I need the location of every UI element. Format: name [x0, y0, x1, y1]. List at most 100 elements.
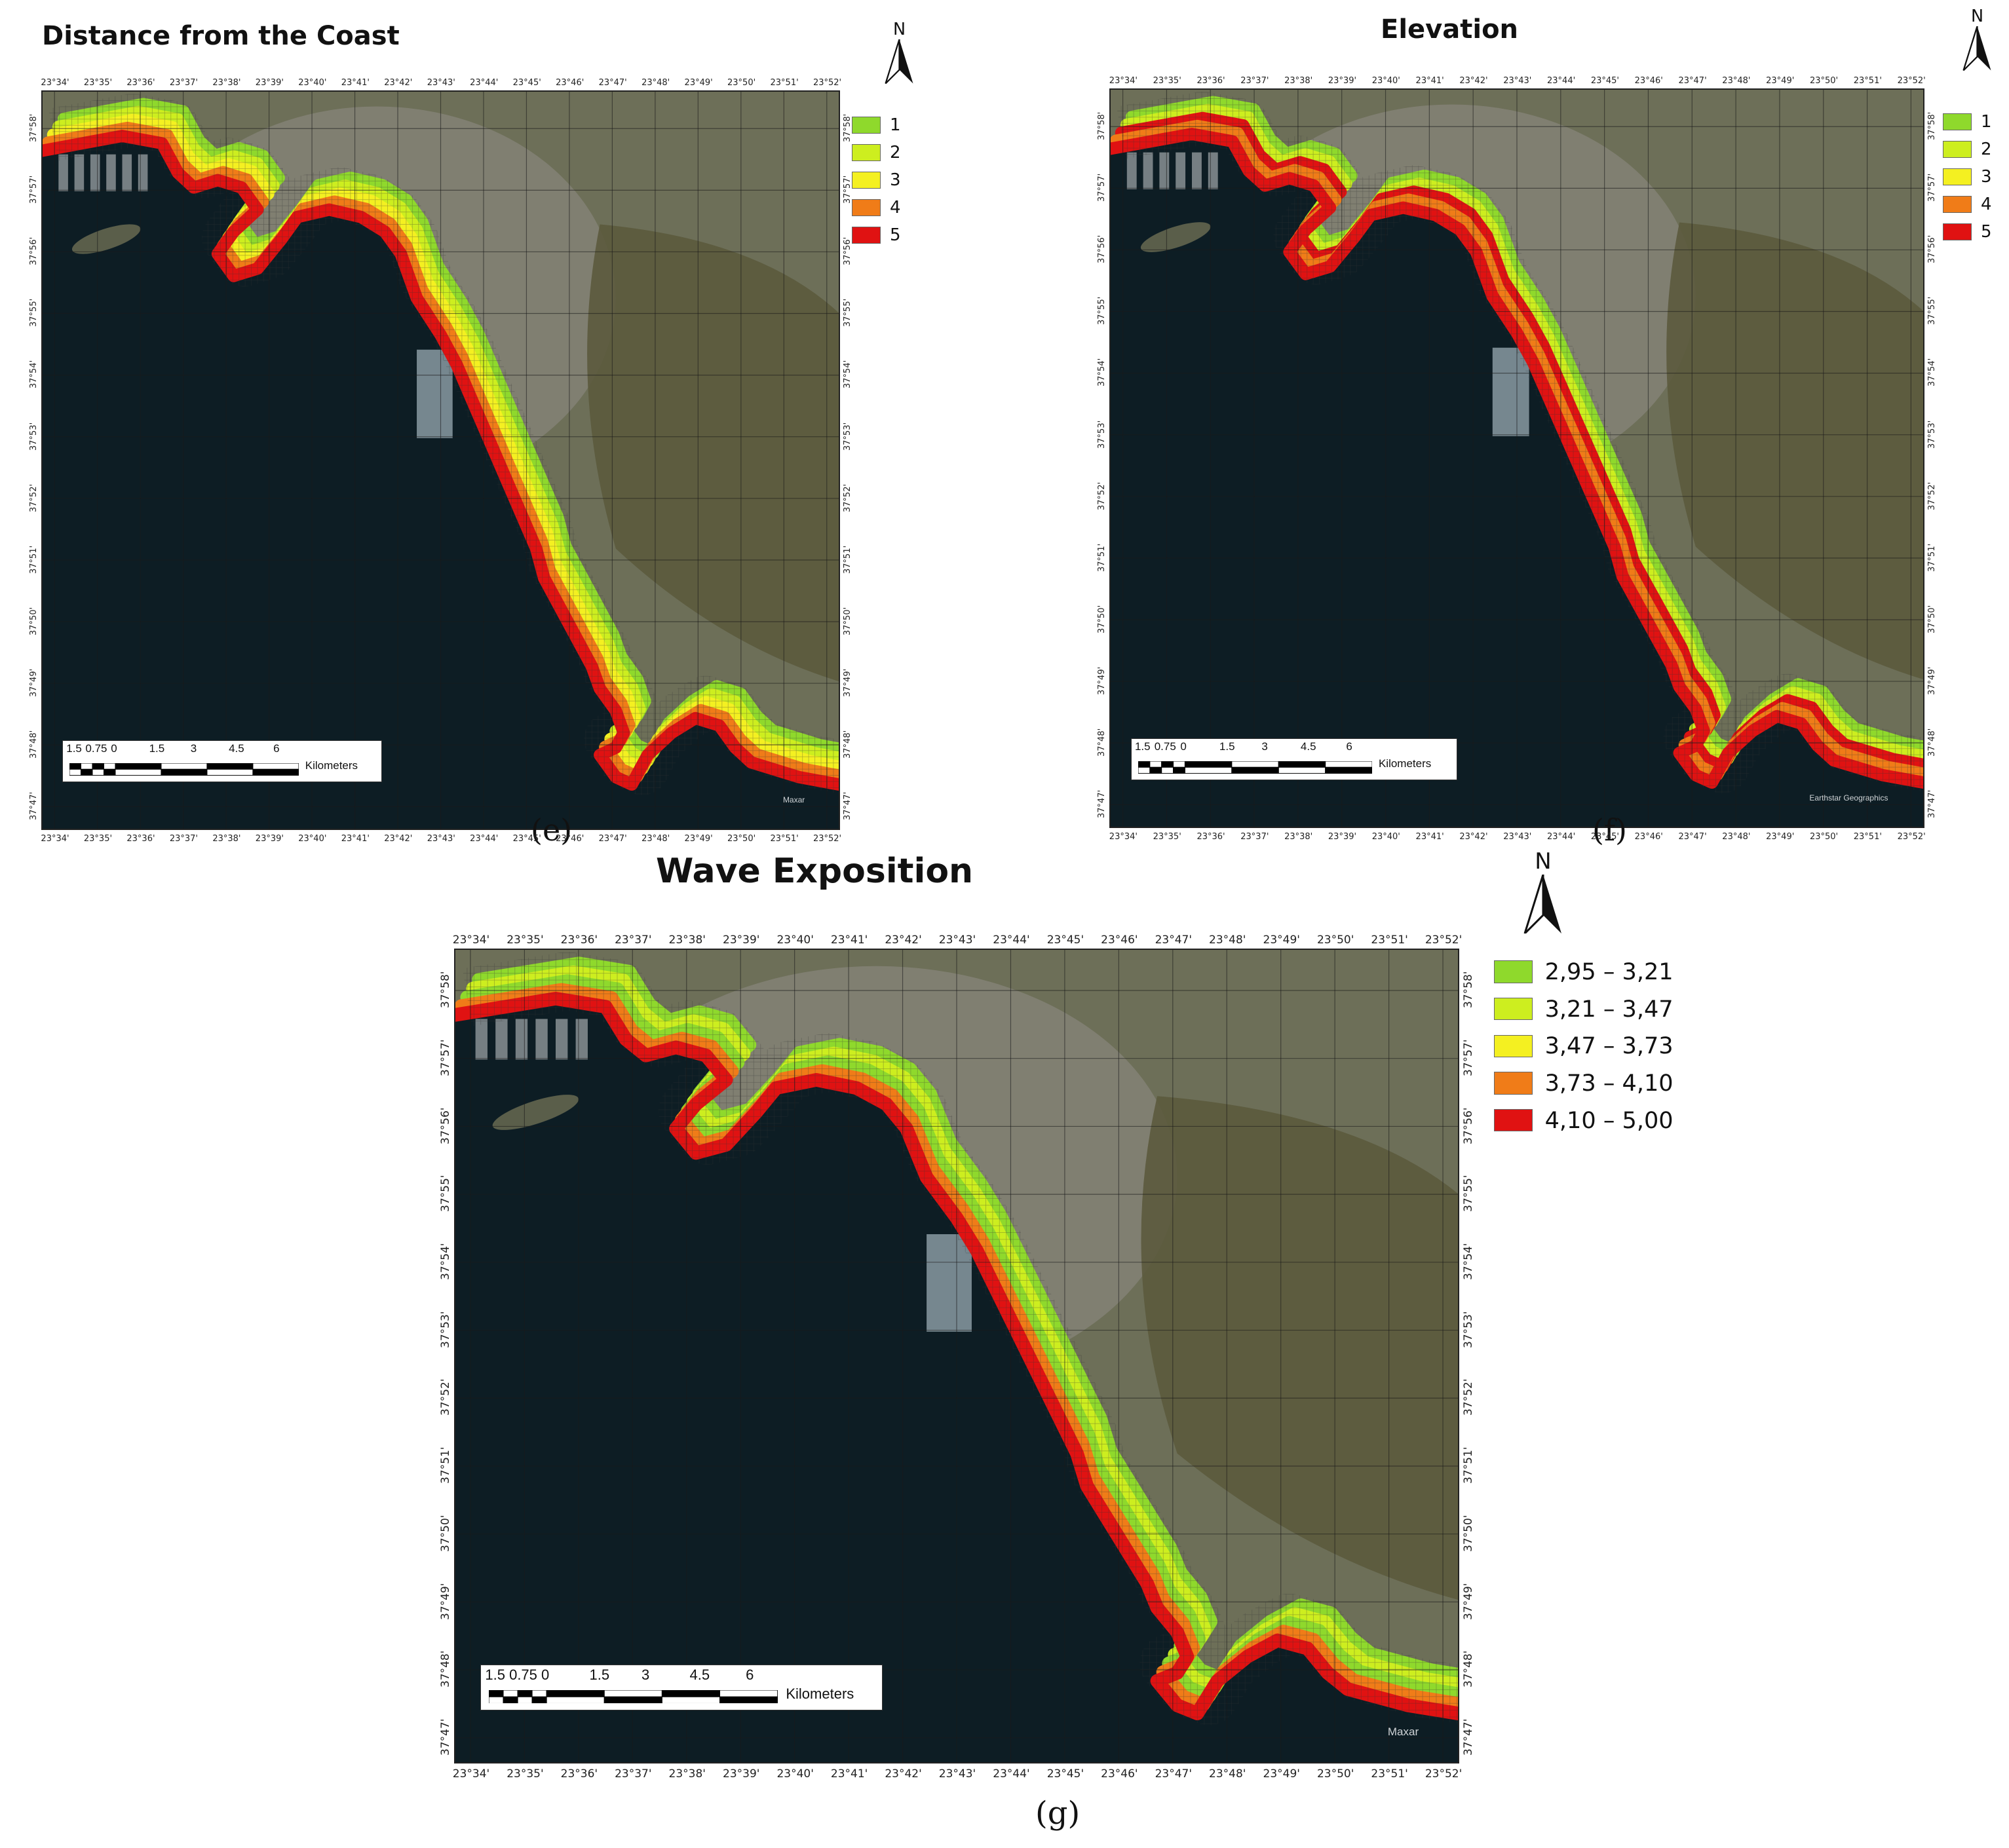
legend-item: 5 [1943, 218, 1992, 246]
panel-caption: (f) [1592, 812, 1627, 848]
lat-tick-label: 37°51' [439, 1446, 452, 1484]
north-label: N [1970, 7, 1984, 26]
lon-tick-label: 23°47' [1155, 1767, 1193, 1781]
lat-tick-label: 37°48' [439, 1650, 452, 1688]
lon-tick-label: 23°50' [1316, 933, 1354, 947]
legend-item: 2 [1943, 136, 1992, 163]
lon-tick-label: 23°43' [938, 933, 976, 947]
port-pier [475, 1019, 488, 1060]
imagery-credit: Earthstar Geographics [1809, 793, 1888, 803]
lat-tick-label: 37°47' [29, 791, 39, 821]
imagery-patch [927, 1234, 972, 1332]
lat-tick-label: 37°49' [29, 668, 39, 697]
lat-tick-label: 37°51' [843, 545, 852, 574]
lat-tick-label: 37°52' [843, 483, 852, 512]
lat-tick-label: 37°51' [1927, 543, 1937, 572]
lon-tick-label: 23°50' [1809, 76, 1839, 86]
lat-tick-label: 37°55' [1097, 297, 1107, 326]
lat-tick-label: 37°55' [1927, 297, 1937, 326]
north-arrow-icon [1962, 26, 1991, 71]
lon-tick-label: 23°37' [615, 1767, 652, 1781]
hills-area [1141, 1096, 1458, 1600]
scale-number: 4.5 [689, 1667, 710, 1684]
port-pier [106, 154, 116, 191]
scale-number: 0 [1180, 740, 1187, 753]
lon-tick-label: 23°50' [727, 78, 756, 88]
lat-tick-label: 37°51' [29, 545, 39, 574]
lat-tick-label: 37°53' [439, 1311, 452, 1348]
lon-tick-label: 23°41' [1415, 832, 1444, 842]
lon-tick-label: 23°42' [384, 834, 413, 844]
port-pier [74, 154, 85, 191]
lon-tick-label: 23°38' [212, 834, 241, 844]
lat-tick-label: 37°56' [843, 237, 852, 266]
lat-tick-label: 37°50' [1462, 1515, 1475, 1552]
scale-number: 1.5 [149, 742, 165, 755]
scale-bar-graphic [69, 763, 299, 776]
grid-cells-overlay [462, 951, 1458, 1725]
lat-tick-label: 37°52' [29, 483, 39, 512]
map-legend: 2,95 – 3,21 3,21 – 3,47 3,47 – 3,73 3,73 – … [1494, 953, 1674, 1139]
legend-label: 1 [1981, 112, 1992, 132]
lat-tick-label: 37°56' [1097, 235, 1107, 264]
lon-tick-label: 23°39' [723, 933, 760, 947]
port-pier [1192, 152, 1202, 189]
lon-tick-label: 23°36' [1196, 76, 1225, 86]
lat-tick-label: 37°55' [29, 299, 39, 328]
lon-tick-label: 23°45' [512, 834, 541, 844]
lat-tick-label: 37°56' [439, 1107, 452, 1144]
lat-tick-label: 37°47' [1462, 1718, 1475, 1756]
lat-tick-label: 37°57' [1462, 1039, 1475, 1076]
lon-tick-label: 23°37' [169, 834, 199, 844]
lon-tick-label: 23°45' [512, 78, 541, 88]
lon-tick-label: 23°34' [41, 78, 69, 88]
north-label: N [892, 20, 906, 39]
legend-swatch [852, 227, 881, 244]
legend-swatch [852, 117, 881, 134]
lat-tick-label: 37°55' [1462, 1175, 1475, 1213]
port-pier [90, 154, 100, 191]
legend-item: 4 [852, 194, 901, 221]
legend-item: 1 [852, 111, 901, 139]
lon-tick-label: 23°47' [598, 834, 627, 844]
lat-tick-label: 37°58' [29, 113, 39, 143]
lon-tick-label: 23°35' [1153, 76, 1181, 86]
lon-tick-label: 23°37' [169, 78, 199, 88]
lat-tick-label: 37°53' [1927, 420, 1937, 449]
lon-tick-label: 23°36' [126, 834, 155, 844]
legend-label: 2,95 – 3,21 [1544, 958, 1674, 985]
legend-label: 3 [890, 170, 901, 190]
scale-number: 6 [1346, 740, 1352, 753]
lon-tick-label: 23°47' [1678, 832, 1707, 842]
lon-tick-label: 23°37' [1240, 76, 1269, 86]
lat-tick-label: 37°49' [1927, 666, 1937, 695]
lon-tick-label: 23°50' [727, 834, 756, 844]
lon-tick-label: 23°34' [1109, 832, 1138, 842]
scale-unit: Kilometers [786, 1685, 854, 1702]
map-frame[interactable] [41, 90, 840, 830]
legend-item: 2,95 – 3,21 [1494, 953, 1674, 990]
lon-tick-label: 23°50' [1316, 1767, 1354, 1781]
satellite-map [43, 92, 839, 829]
lon-tick-label: 23°42' [885, 1767, 922, 1781]
scale-number: 1.5 [66, 742, 82, 755]
lon-tick-label: 23°36' [1196, 832, 1225, 842]
map-frame[interactable] [1109, 88, 1924, 828]
lon-tick-label: 23°35' [83, 834, 113, 844]
scale-number: 3 [641, 1667, 650, 1684]
hills-area [587, 224, 839, 681]
scale-number: 1.5 [485, 1667, 505, 1684]
lon-tick-label: 23°44' [470, 78, 499, 88]
legend-label: 3,47 – 3,73 [1544, 1032, 1674, 1060]
lat-tick-label: 37°48' [29, 730, 39, 759]
port-pier [495, 1019, 508, 1060]
lon-tick-label: 23°48' [641, 78, 670, 88]
scale-unit: Kilometers [1378, 757, 1432, 770]
island [71, 224, 141, 254]
map-frame[interactable] [454, 949, 1459, 1763]
scale-number: 1.5 [589, 1667, 610, 1684]
lon-tick-label: 23°45' [1046, 933, 1084, 947]
lon-tick-label: 23°50' [1809, 832, 1839, 842]
scale-number: 0.75 [85, 742, 107, 755]
north-arrow: N [1962, 7, 1992, 73]
